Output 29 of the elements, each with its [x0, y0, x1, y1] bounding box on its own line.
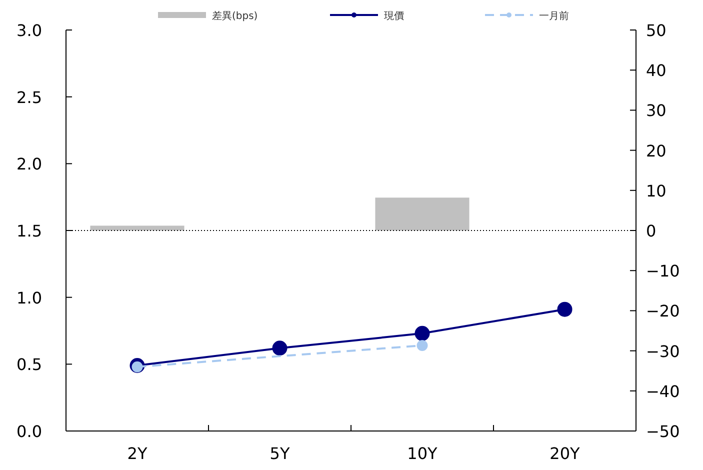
y2-tick-label: 20: [646, 141, 666, 160]
legend-label: 差異(bps): [212, 10, 258, 22]
y2-tick-label: 0: [646, 222, 656, 240]
y2-tick-label: −30: [646, 342, 680, 361]
y-tick-label: 0.0: [16, 422, 42, 441]
point: [414, 326, 430, 341]
y2-tick-label: −50: [646, 422, 680, 441]
point: [416, 340, 428, 351]
y-tick-label: 2.0: [16, 154, 42, 174]
y-tick-label: 3.0: [16, 21, 42, 40]
y-tick-label: 2.5: [16, 88, 42, 107]
y-tick-label: 1.0: [16, 288, 42, 308]
x-tick-label: 10Y: [407, 444, 438, 463]
y2-tick-label: −40: [646, 382, 680, 401]
y2-tick-label: 50: [646, 21, 666, 40]
y2-tick-label: 30: [646, 101, 666, 120]
y2-tick-label: −10: [646, 262, 680, 281]
y-tick-label: 0.5: [16, 355, 42, 374]
x-tick-label: 5Y: [270, 444, 290, 463]
y2-tick-label: 10: [646, 181, 666, 200]
y2-tick-label: 40: [646, 61, 666, 80]
x-tick-label: 2Y: [127, 444, 148, 463]
legend-label: 一月前: [539, 10, 569, 22]
y2-tick-label: −20: [646, 302, 680, 321]
legend-label: 現價: [384, 11, 404, 22]
point: [272, 340, 288, 356]
y-tick-label: 1.5: [16, 222, 42, 240]
x-tick-label: 20Y: [550, 444, 580, 463]
point: [557, 302, 572, 317]
